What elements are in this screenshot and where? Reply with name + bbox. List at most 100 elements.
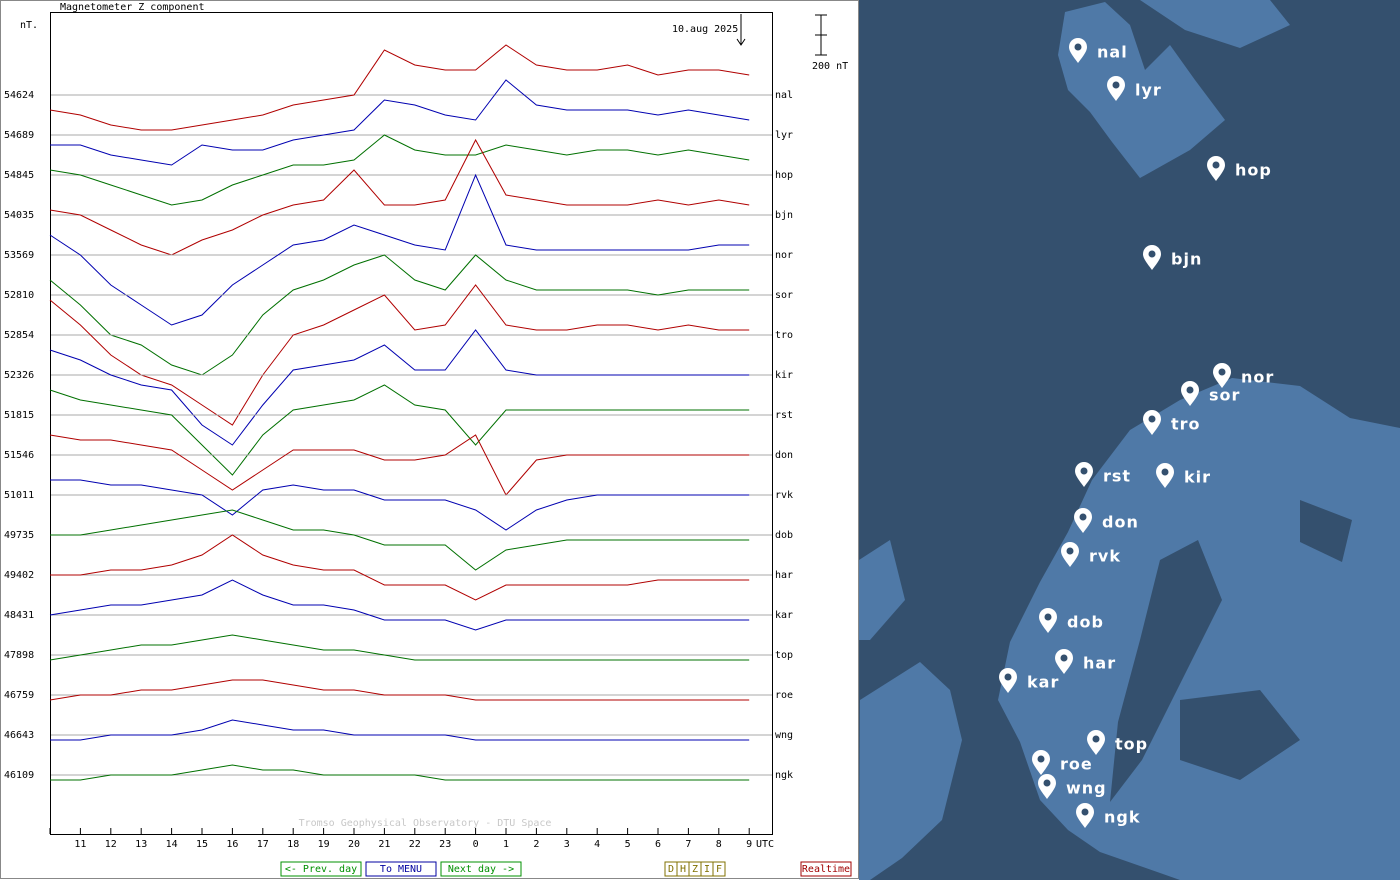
date-label: 10.aug 2025 xyxy=(672,24,738,35)
prev-day-button-box xyxy=(280,861,362,877)
plot-frame xyxy=(50,12,773,835)
baseline-label: 47898 xyxy=(4,650,34,661)
x-tick-label: 14 xyxy=(166,839,178,850)
baseline-label: 48431 xyxy=(4,610,34,621)
trace xyxy=(49,254,750,376)
component-button-label: I xyxy=(704,864,710,875)
station-label: lyr xyxy=(775,130,793,141)
trace xyxy=(50,534,750,601)
baseline-label: 46109 xyxy=(4,770,34,781)
x-tick-label: 3 xyxy=(564,839,570,850)
trace xyxy=(49,384,750,476)
next-day-button[interactable]: Next day -> xyxy=(440,861,522,877)
station-label: kir xyxy=(775,370,793,381)
component-button[interactable]: H xyxy=(676,861,690,877)
map-pin-hole xyxy=(1092,735,1100,743)
next-day-button-box xyxy=(440,861,522,877)
trace xyxy=(49,679,750,701)
map-station-label: top xyxy=(1115,735,1148,754)
next-day-button-label: Next day -> xyxy=(448,864,514,875)
realtime-button[interactable]: Realtime xyxy=(800,861,852,877)
x-tick-label: 23 xyxy=(439,839,451,850)
menu-button-box xyxy=(365,861,437,877)
station-label: top xyxy=(775,650,793,661)
baseline-label: 53569 xyxy=(4,250,34,261)
component-button-label: H xyxy=(680,864,686,875)
x-tick-label: 0 xyxy=(473,839,479,850)
map-station-label: sor xyxy=(1209,386,1240,405)
x-tick-label: 8 xyxy=(716,839,722,850)
map-pin-hole xyxy=(1218,368,1226,376)
map-pin-hole xyxy=(1148,250,1156,258)
map-pin-hole xyxy=(1066,547,1074,555)
baseline-label: 54624 xyxy=(4,90,34,101)
x-tick-label: 17 xyxy=(257,839,269,850)
map-pin-hole xyxy=(1004,673,1012,681)
prev-day-button[interactable]: <- Prev. day xyxy=(280,861,362,877)
baseline-label: 54845 xyxy=(4,170,34,181)
chart-title: Magnetometer Z component xyxy=(60,2,205,13)
map-station-label: hop xyxy=(1235,161,1272,180)
x-tick-label: 19 xyxy=(318,839,330,850)
trace xyxy=(49,284,750,426)
map-pin-hole xyxy=(1081,808,1089,816)
map-station-label: wng xyxy=(1066,779,1107,798)
map-station-label: rvk xyxy=(1089,547,1121,566)
map-pin-hole xyxy=(1161,468,1169,476)
menu-button[interactable]: To MENU xyxy=(365,861,437,877)
trace xyxy=(49,44,750,131)
map-station-label: nal xyxy=(1097,43,1128,62)
map-pin-hole xyxy=(1080,467,1088,475)
station-label: roe xyxy=(775,690,793,701)
x-tick-label: 4 xyxy=(594,839,600,850)
realtime-button-box xyxy=(800,861,852,877)
component-button-label: F xyxy=(716,864,722,875)
map-station-label: har xyxy=(1083,654,1116,673)
baseline-label: 52810 xyxy=(4,290,34,301)
component-button-box xyxy=(712,861,726,877)
component-button-label: D xyxy=(668,864,674,875)
trace xyxy=(49,579,750,631)
station-label: don xyxy=(775,450,793,461)
component-button[interactable]: Z xyxy=(688,861,702,877)
station-label: bjn xyxy=(775,210,793,221)
x-axis-label: UTC xyxy=(756,839,774,850)
x-tick-label: 9 xyxy=(746,839,752,850)
x-tick-label: 2 xyxy=(533,839,539,850)
map-pin-hole xyxy=(1043,779,1051,787)
realtime-button-label: Realtime xyxy=(802,864,850,875)
station-label: wng xyxy=(775,730,793,741)
station-label: har xyxy=(775,570,793,581)
station-label: sor xyxy=(775,290,793,301)
menu-button-label: To MENU xyxy=(380,864,422,875)
map-pin-hole xyxy=(1212,161,1220,169)
prev-day-button-label: <- Prev. day xyxy=(285,864,357,875)
map-pin-hole xyxy=(1112,81,1120,89)
station-label: hop xyxy=(775,170,793,181)
station-label: kar xyxy=(775,610,793,621)
map-pin-hole xyxy=(1186,386,1194,394)
map-pin-hole xyxy=(1148,415,1156,423)
station-label: nal xyxy=(775,90,793,101)
baseline-label: 54689 xyxy=(4,130,34,141)
map-station-label: bjn xyxy=(1171,250,1202,269)
component-button[interactable]: F xyxy=(712,861,726,877)
x-tick-label: 5 xyxy=(625,839,631,850)
baseline-label: 49402 xyxy=(4,570,34,581)
station-label: tro xyxy=(775,330,793,341)
station-label: rvk xyxy=(775,490,793,501)
component-button[interactable]: I xyxy=(700,861,714,877)
trace xyxy=(49,173,750,326)
trace xyxy=(50,479,750,531)
credit: Tromso Geophysical Observatory - DTU Spa… xyxy=(299,818,552,829)
map-pin-hole xyxy=(1037,755,1045,763)
map-pin-hole xyxy=(1079,513,1087,521)
map-station-label: ngk xyxy=(1104,808,1140,827)
map-station-label: dob xyxy=(1067,613,1104,632)
map-station-label: kar xyxy=(1027,673,1059,692)
component-button[interactable]: D xyxy=(664,861,678,877)
station-label: nor xyxy=(775,250,793,261)
map-station-label: tro xyxy=(1171,415,1201,434)
station-label: dob xyxy=(775,530,793,541)
